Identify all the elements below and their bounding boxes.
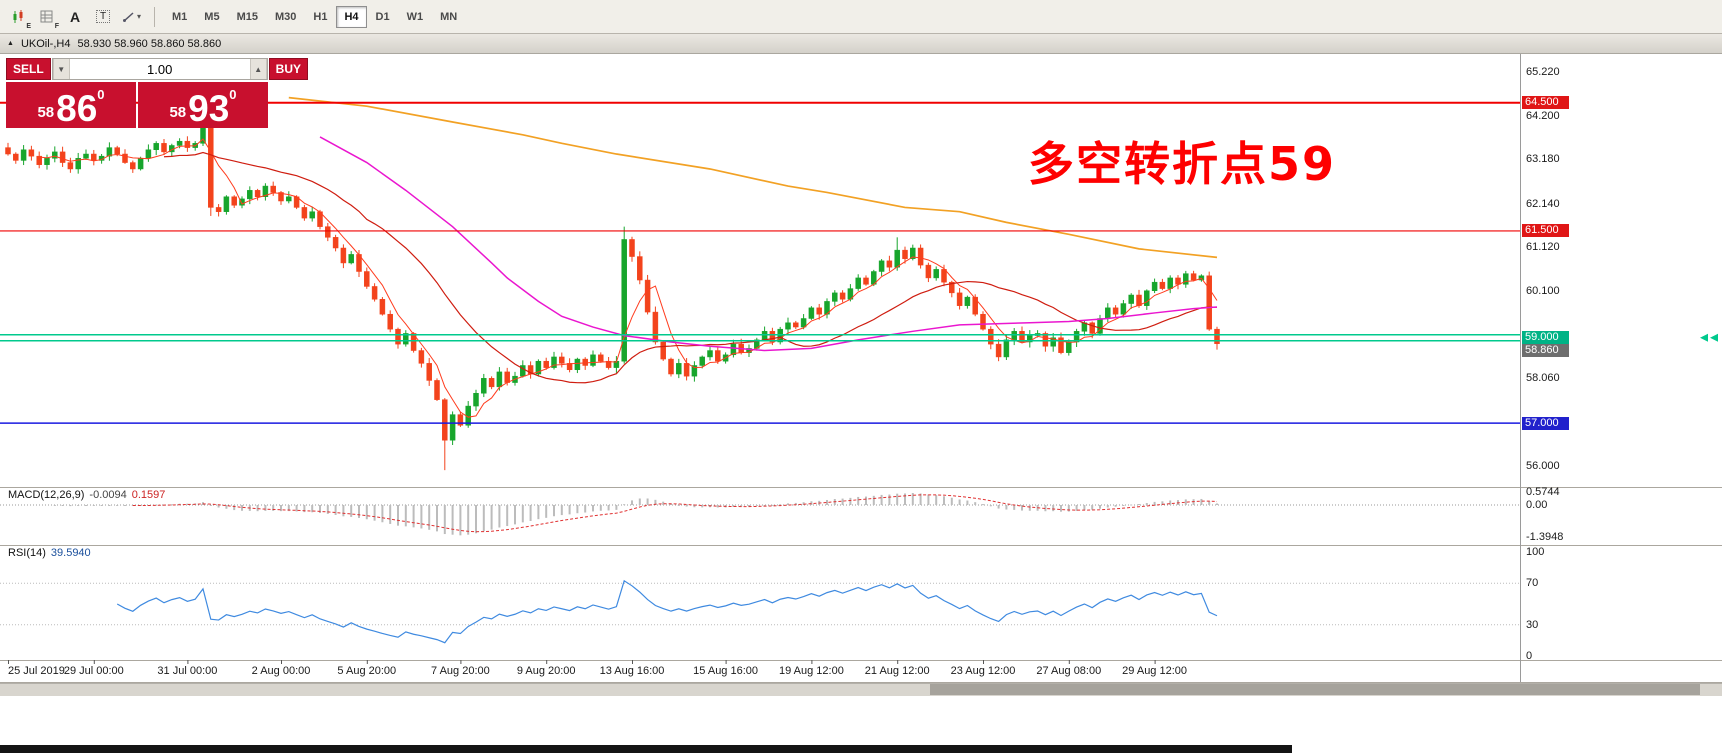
price-axis-label: 58.060 bbox=[1526, 371, 1560, 384]
time-axis-label: 27 Aug 08:00 bbox=[1036, 665, 1102, 677]
timeframe-button-m5[interactable]: M5 bbox=[196, 6, 227, 28]
time-axis-label: 2 Aug 00:00 bbox=[251, 665, 311, 677]
rsi-indicator-label: RSI(14) 39.5940 bbox=[8, 547, 96, 559]
time-axis-label: 31 Jul 00:00 bbox=[157, 665, 218, 677]
volume-control: ▼ ▲ bbox=[51, 58, 268, 80]
price-axis-label: 65.220 bbox=[1526, 66, 1560, 78]
rsi-panel bbox=[0, 579, 1520, 644]
draw-tools-dropdown-button[interactable]: ▾ bbox=[118, 4, 145, 30]
price-axis-label: 60.100 bbox=[1526, 284, 1560, 297]
level-arrow-icon bbox=[1710, 333, 1718, 342]
price-axis-label: 62.140 bbox=[1526, 197, 1560, 210]
sell-price-tile[interactable]: 58 86 0 bbox=[6, 82, 136, 128]
macd-axis-label: -1.3948 bbox=[1526, 531, 1564, 544]
time-axis-ticks bbox=[8, 660, 1156, 664]
rsi-axis-label: 0 bbox=[1526, 650, 1533, 662]
volume-input[interactable] bbox=[69, 59, 250, 79]
horizontal-scrollbar-thumb[interactable] bbox=[930, 684, 1700, 695]
time-axis-label: 5 Aug 20:00 bbox=[337, 665, 397, 677]
symbol-title: UKOil-,H4 bbox=[20, 37, 71, 50]
sell-price-big: 86 bbox=[56, 87, 98, 129]
chart-text-annotation: 多空转折点59 bbox=[1028, 137, 1337, 191]
grid-icon bbox=[40, 10, 53, 22]
bid-price-badge: 58.860 bbox=[1522, 344, 1569, 358]
macd-name: MACD(12,26,9) bbox=[8, 489, 85, 501]
buy-price-big: 93 bbox=[188, 87, 230, 129]
time-axis-label: 13 Aug 16:00 bbox=[599, 665, 665, 677]
rsi-name: RSI(14) bbox=[8, 547, 46, 559]
price-level-badge: 61.500 bbox=[1522, 224, 1569, 238]
time-axis-label: 29 Aug 12:00 bbox=[1122, 665, 1188, 677]
time-axis-label: 19 Aug 12:00 bbox=[778, 665, 844, 677]
macd-axis-label: 0.00 bbox=[1526, 499, 1548, 511]
one-click-trading-panel: SELL ▼ ▲ BUY 58 86 0 58 93 0 bbox=[6, 58, 309, 128]
buy-button[interactable]: BUY bbox=[268, 58, 309, 80]
candlestick-chart-icon bbox=[13, 9, 23, 23]
time-axis-label: 15 Aug 16:00 bbox=[693, 665, 759, 677]
chevron-up-icon: ▲ bbox=[254, 64, 263, 74]
rsi-axis-label: 100 bbox=[1526, 546, 1545, 558]
volume-decrease-button[interactable]: ▼ bbox=[52, 59, 70, 79]
price-axis-label: 56.000 bbox=[1526, 459, 1560, 472]
timeframe-button-w1[interactable]: W1 bbox=[399, 6, 432, 28]
timeframe-button-h1[interactable]: H1 bbox=[305, 6, 335, 28]
chart-titlebar: ▲ UKOil-,H4 58.930 58.960 58.860 58.860 bbox=[0, 34, 1722, 54]
chart-objects-f-button[interactable]: F bbox=[34, 4, 60, 30]
price-axis-label: 64.200 bbox=[1526, 109, 1560, 122]
chart-objects-e-button[interactable]: E bbox=[6, 4, 32, 30]
rsi-axis-label: 30 bbox=[1526, 618, 1539, 631]
buy-price-sup: 0 bbox=[229, 87, 237, 102]
rsi-value: 39.5940 bbox=[50, 547, 91, 559]
time-axis-label: 25 Jul 2019 bbox=[8, 665, 65, 677]
time-axis-label: 23 Aug 12:00 bbox=[950, 665, 1016, 677]
buy-price-tile[interactable]: 58 93 0 bbox=[138, 82, 268, 128]
letter-a-icon: A bbox=[69, 8, 81, 25]
chevron-down-icon: ▾ bbox=[137, 12, 142, 21]
trade-price-row: 58 86 0 58 93 0 bbox=[6, 82, 268, 128]
rsi-axis-label: 70 bbox=[1526, 577, 1539, 590]
text-tool-button[interactable]: T bbox=[90, 4, 116, 30]
chevron-down-icon: ▼ bbox=[57, 64, 66, 74]
macd-axis-label: 0.5744 bbox=[1526, 485, 1560, 498]
trendline-icon bbox=[123, 11, 134, 22]
price-level-badge: 59.000 bbox=[1522, 331, 1569, 345]
sell-price-sup: 0 bbox=[97, 87, 105, 102]
letter-f-label: F bbox=[54, 22, 59, 30]
time-axis-label: 29 Jul 00:00 bbox=[63, 665, 124, 677]
buy-price-small: 58 bbox=[169, 104, 187, 121]
text-label-button[interactable]: A bbox=[62, 4, 88, 30]
timeframe-button-mn[interactable]: MN bbox=[432, 6, 465, 28]
macd-indicator-label: MACD(12,26,9) -0.0094 0.1597 bbox=[8, 489, 170, 501]
time-axis-label: 7 Aug 20:00 bbox=[431, 665, 490, 677]
toolbar-separator bbox=[154, 6, 156, 27]
letter-e-label: E bbox=[26, 22, 31, 30]
price-axis-label: 63.180 bbox=[1526, 153, 1560, 166]
sell-button[interactable]: SELL bbox=[6, 58, 51, 80]
price-level-badge: 64.500 bbox=[1522, 96, 1569, 110]
time-axis-label: 9 Aug 20:00 bbox=[516, 665, 576, 677]
window-menu-icon: ▲ bbox=[7, 40, 14, 47]
sell-price-small: 58 bbox=[37, 104, 55, 121]
timeframe-button-m30[interactable]: M30 bbox=[267, 6, 304, 28]
level-arrow-icon bbox=[1700, 333, 1708, 342]
trade-order-row: SELL ▼ ▲ BUY bbox=[6, 58, 309, 80]
top-toolbar: E F A T ▾ M1 M5 M15 M30 H1 H4 D1 W1 MN bbox=[0, 0, 1722, 34]
timeframe-button-group: M1 M5 M15 M30 H1 H4 D1 W1 MN bbox=[164, 5, 465, 28]
ohlc-values: 58.930 58.960 58.860 58.860 bbox=[77, 37, 222, 50]
timeframe-button-m15[interactable]: M15 bbox=[229, 6, 266, 28]
taskbar-sliver bbox=[0, 745, 1292, 753]
timeframe-button-d1[interactable]: D1 bbox=[368, 6, 398, 28]
letter-t-icon: T bbox=[95, 10, 111, 23]
timeframe-button-m1[interactable]: M1 bbox=[164, 6, 195, 28]
macd-panel bbox=[0, 492, 1520, 536]
volume-increase-button[interactable]: ▲ bbox=[249, 59, 267, 79]
time-axis-label: 21 Aug 12:00 bbox=[864, 665, 930, 677]
macd-main-value: -0.0094 bbox=[89, 489, 127, 501]
timeframe-button-h4[interactable]: H4 bbox=[336, 5, 367, 28]
price-level-badge: 57.000 bbox=[1522, 416, 1569, 430]
macd-signal-value: 0.1597 bbox=[131, 489, 166, 501]
price-axis-label: 61.120 bbox=[1526, 241, 1560, 254]
panel-separators bbox=[0, 54, 1722, 683]
